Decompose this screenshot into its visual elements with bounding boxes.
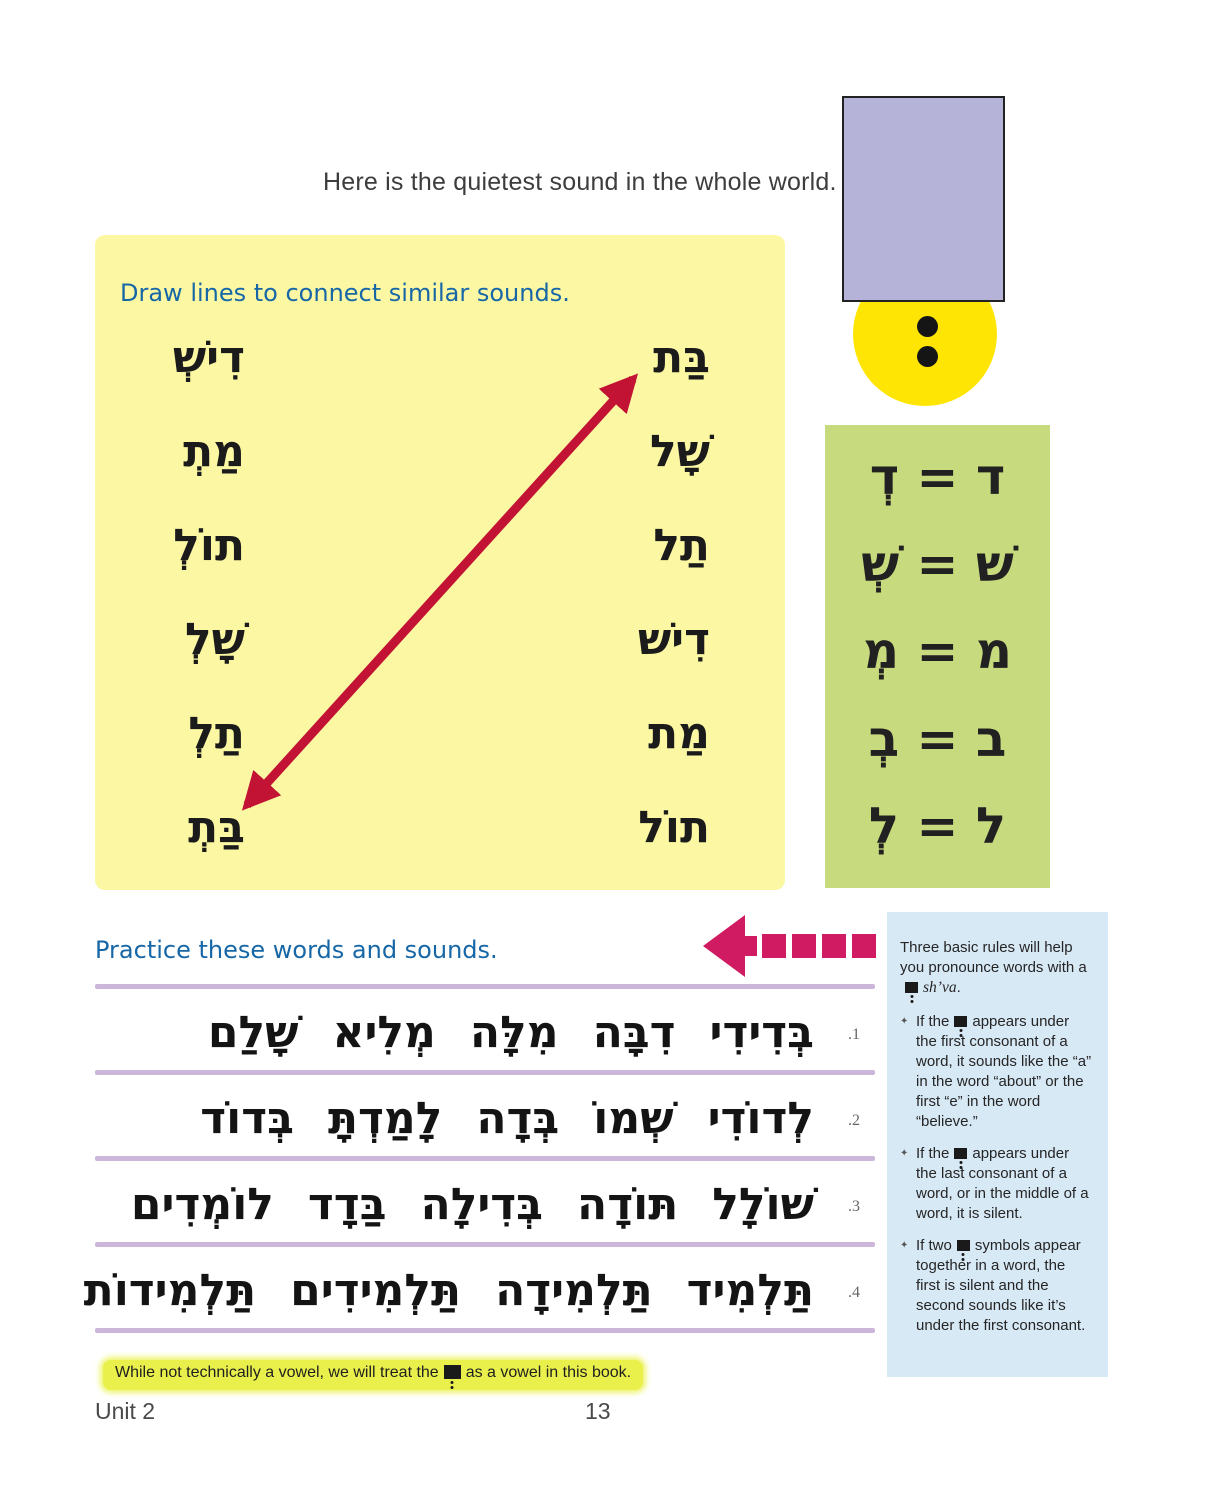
practice-word: שָׁלַם	[207, 1006, 299, 1058]
practice-row-4: .4 תַּלְמִיד תַּלְמִידָה תַּלְמִידִים תַ…	[84, 1250, 860, 1330]
match-word: בַּתְ	[188, 802, 245, 853]
match-word: דִישׁ	[637, 614, 710, 665]
rule-text: If two symbols appear together in a word,…	[916, 1236, 1093, 1336]
rule-text-pre: If the	[916, 1145, 950, 1163]
match-word: שָׁלְ	[185, 614, 245, 665]
rule-bullet-2: ✦ If the appears under the last consonant…	[900, 1144, 1093, 1224]
practice-word: תַּלְמִיד	[686, 1264, 814, 1316]
row-number: .3	[848, 1198, 860, 1215]
matching-exercise-panel: Draw lines to connect similar sounds. דִ…	[95, 235, 785, 890]
row-number: .2	[848, 1112, 860, 1129]
practice-row-1: .1 בְּדִידִי דִבָּה מִלָּה מְלִיא שָׁלַם	[95, 992, 860, 1072]
purple-card	[842, 96, 1005, 302]
practice-word: שׁוֹלָל	[712, 1178, 814, 1230]
practice-word: מְלִיא	[332, 1006, 436, 1058]
equation: שׁ = שְׁ	[861, 535, 1014, 594]
rules-intro: Three basic rules will help you pronounc…	[900, 938, 1093, 998]
page-title: Here is the quietest sound in the whole …	[323, 168, 837, 196]
practice-word: בְּדוֹד	[200, 1092, 294, 1144]
bullet-marker-icon: ✦	[900, 1148, 909, 1160]
practice-row-3: .3 שׁוֹלָל תּוֹדָה בְּדִילָה בַּדָד לוֹמ…	[95, 1164, 860, 1244]
bullet-marker-icon: ✦	[900, 1239, 909, 1251]
rule-text-pre: If two	[916, 1236, 952, 1254]
match-word: תוֹל	[638, 802, 710, 853]
practice-word: לָמַדְתָּ	[327, 1092, 443, 1144]
divider-line	[95, 1156, 875, 1161]
practice-word: לְדוֹדִי	[707, 1092, 814, 1144]
rules-intro-text: Three basic rules will help you pronounc…	[900, 939, 1087, 976]
practice-word: תַּלְמִידִים	[290, 1264, 462, 1316]
match-word: מַת	[648, 708, 710, 759]
shva-symbol-icon	[954, 1016, 968, 1028]
highlighted-note: While not technically a vowel, we will t…	[103, 1360, 644, 1390]
shva-symbol-icon	[956, 1239, 970, 1251]
practice-word: שְׁמוֹ	[593, 1092, 674, 1144]
row-number: .4	[848, 1284, 860, 1301]
unit-label: Unit 2	[95, 1398, 156, 1424]
equation: מ = מְ	[862, 622, 1013, 681]
practice-word: לוֹמְדִים	[130, 1178, 274, 1230]
rule-text-post: appears under the last consonant of a wo…	[916, 1145, 1089, 1222]
rules-intro-period: .	[956, 978, 961, 996]
match-word: תַלְ	[188, 708, 245, 759]
match-word: מַתְ	[183, 426, 245, 477]
shva-rules-panel: Three basic rules will help you pronounc…	[887, 912, 1108, 1377]
match-word: שָׁל	[650, 426, 710, 477]
practice-word: תַּלְמִידָה	[495, 1264, 653, 1316]
shva-dot-bottom	[917, 346, 938, 367]
practice-heading: Practice these words and sounds.	[95, 936, 498, 964]
equation: ל = לְ	[868, 796, 1007, 855]
note-text-post: as a vowel in this book.	[465, 1364, 632, 1381]
practice-word: מִלָּה	[469, 1006, 559, 1058]
shva-equations-panel: ד = דְ שׁ = שְׁ מ = מְ ב = בְ ל = לְ	[825, 425, 1050, 888]
dashed-left-arrow-icon	[703, 915, 876, 977]
equation: ד = דְ	[869, 448, 1006, 507]
practice-word: תַּלְמִידוֹת	[83, 1264, 257, 1316]
shva-symbol-icon	[443, 1365, 461, 1379]
practice-word: בְּדָה	[476, 1092, 560, 1144]
shva-term: sh’va	[923, 978, 957, 996]
practice-word: בַּדָד	[307, 1178, 387, 1230]
rule-bullet-3: ✦ If two symbols appear together in a wor…	[900, 1236, 1093, 1336]
shva-dot-top	[917, 316, 938, 337]
match-column-right: בַּת שָׁל תַל דִישׁ מַת תוֹל	[615, 315, 710, 879]
equation: ב = בְ	[868, 709, 1007, 768]
match-word: תַל	[653, 520, 710, 571]
match-word: תוֹלְ	[173, 520, 245, 571]
divider-line	[95, 1328, 875, 1333]
practice-word: תּוֹדָה	[577, 1178, 679, 1230]
divider-line	[95, 1070, 875, 1075]
panel-heading: Draw lines to connect similar sounds.	[120, 279, 570, 307]
match-word: בַּת	[653, 332, 710, 383]
note-text-pre: While not technically a vowel, we will t…	[115, 1364, 439, 1381]
rule-text: If the appears under the first consonant …	[916, 1012, 1093, 1132]
practice-word: דִבָּה	[592, 1006, 676, 1058]
divider-line	[95, 1242, 875, 1247]
match-column-left: דִישְׁ מַתְ תוֹלְ שָׁלְ תַלְ בַּתְ	[150, 315, 245, 879]
row-number: .1	[848, 1026, 860, 1043]
practice-word: בְּדִידִי	[709, 1006, 814, 1058]
practice-row-2: .2 לְדוֹדִי שְׁמוֹ בְּדָה לָמַדְתָּ בְּד…	[95, 1078, 860, 1158]
shva-symbol-icon	[954, 1148, 968, 1160]
shva-symbol-icon	[905, 981, 918, 993]
divider-line	[95, 984, 875, 989]
rule-text-post: symbols appear together in a word, the f…	[916, 1236, 1086, 1334]
bullet-marker-icon: ✦	[900, 1016, 909, 1028]
connection-arrow	[241, 373, 639, 811]
rule-bullet-1: ✦ If the appears under the first consonan…	[900, 1012, 1093, 1132]
page-number: 13	[585, 1398, 611, 1424]
practice-word: בְּדִילָה	[420, 1178, 544, 1230]
rule-text: If the appears under the last consonant o…	[916, 1144, 1093, 1224]
match-word: דִישְׁ	[172, 332, 245, 383]
rule-text-pre: If the	[916, 1013, 950, 1031]
rule-text-post: appears under the first consonant of a w…	[916, 1013, 1092, 1131]
